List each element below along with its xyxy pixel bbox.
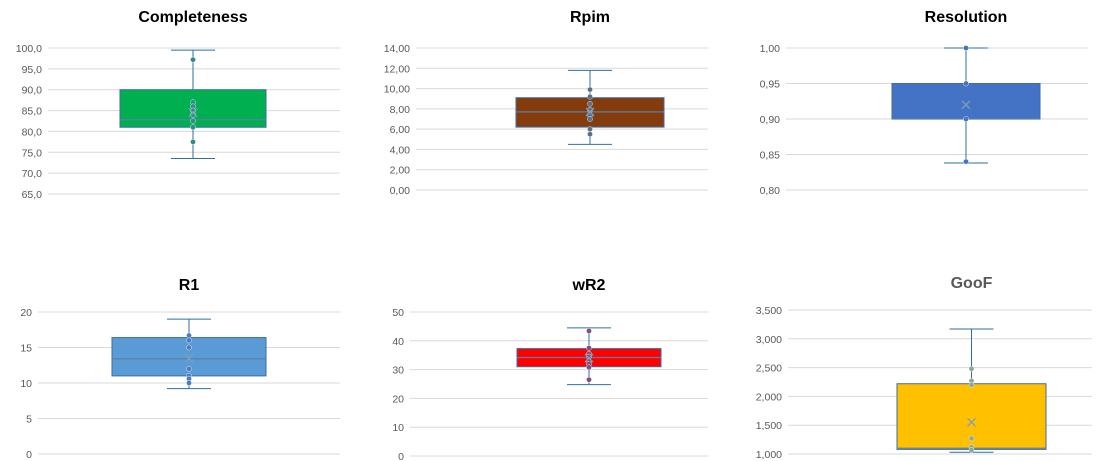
y-tick-label: 1,000 — [756, 449, 782, 461]
box-plot-panel-1: Completeness 100,0 95,0 90,0 85,0 80,0 75,0 70,… — [0, 0, 360, 201]
mean-marker — [584, 353, 594, 363]
box-plot-panel-4: R1 20 15 10 5 0 — [0, 270, 360, 461]
mean-marker — [961, 100, 971, 110]
chart-title: Resolution — [925, 9, 1008, 26]
data-point — [586, 328, 592, 334]
y-tick-label: 40 — [392, 336, 404, 348]
data-point — [587, 126, 593, 132]
y-tick-label: 65,0 — [22, 189, 43, 201]
data-point — [963, 80, 969, 87]
y-tick-label: 14,00 — [384, 43, 410, 55]
y-tick-label: 0,00 — [390, 185, 411, 197]
data-point — [963, 116, 969, 122]
y-tick-label: 0 — [398, 451, 404, 461]
data-point — [190, 118, 196, 124]
y-tick-label: 75,0 — [22, 147, 43, 159]
y-tick-label: 70,0 — [22, 168, 43, 180]
data-point — [190, 139, 196, 145]
data-point — [587, 86, 593, 93]
y-tick-label: 100,0 — [16, 43, 42, 55]
y-tick-label: 1,00 — [760, 43, 781, 55]
chart-title: Completeness — [138, 9, 247, 26]
y-tick-label: 2,500 — [756, 363, 782, 375]
y-tick-label: 1,500 — [756, 420, 782, 432]
data-point — [963, 158, 969, 165]
y-tick-label: 50 — [392, 307, 404, 319]
data-point — [587, 100, 593, 107]
chart-title: wR2 — [572, 277, 606, 294]
y-tick-label: 8,00 — [390, 104, 411, 116]
y-tick-label: 0,95 — [760, 79, 781, 91]
data-point — [968, 447, 975, 453]
y-tick-label: 80,0 — [22, 126, 43, 138]
data-point — [186, 332, 192, 339]
chart-title: Rpim — [570, 9, 610, 26]
data-point — [968, 382, 975, 388]
mean-marker — [184, 353, 194, 363]
mean-marker-stroke — [967, 417, 976, 427]
box-plot-svg: Resolution 1,00 0,95 0,90 0,85 0,80 — [760, 9, 1088, 197]
y-tick-label: 2,000 — [756, 391, 782, 403]
y-tick-label: 0,80 — [760, 185, 781, 197]
y-tick-label: 6,00 — [390, 124, 411, 136]
y-tick-label: 30 — [392, 365, 404, 377]
y-tick-label: 0 — [26, 449, 32, 461]
y-tick-label: 3,500 — [756, 305, 782, 317]
data-point — [186, 337, 192, 344]
box-plot-svg: Completeness 100,0 95,0 90,0 85,0 80,0 75,0 70,… — [16, 9, 340, 201]
y-tick-label: 4,00 — [390, 144, 411, 156]
y-tick-label: 3,000 — [756, 334, 782, 346]
box-plot-panel-6: GooF 3,500 3,000 2,500 2,000 1,500 1,000 — [740, 270, 1107, 461]
box-plot-svg: Rpim 14,00 12,00 10,00 8,00 6,00 4,00 2,00 0,00 — [384, 9, 708, 197]
mean-marker — [188, 108, 198, 118]
data-point — [190, 56, 196, 63]
y-tick-label: 10 — [392, 422, 404, 434]
data-point — [186, 344, 192, 351]
chart-title: R1 — [179, 277, 200, 294]
y-tick-label: 90,0 — [22, 85, 43, 97]
y-tick-label: 2,00 — [390, 165, 411, 177]
box-plot-svg: GooF 3,500 3,000 2,500 2,000 1,500 1,000 — [756, 275, 1092, 461]
box-plot-panel-3: Resolution 1,00 0,95 0,90 0,85 0,80 — [740, 0, 1100, 200]
mean-marker — [585, 107, 595, 117]
data-point — [190, 124, 196, 131]
y-tick-label: 0,85 — [760, 150, 781, 162]
y-tick-label: 5 — [26, 414, 32, 426]
box-plot-panel-5: wR2 50 40 30 20 10 0 — [368, 270, 728, 461]
box-plot-panel-2: Rpim 14,00 12,00 10,00 8,00 6,00 4,00 2,00 0,00 — [368, 0, 728, 200]
data-point — [586, 364, 592, 371]
data-point — [963, 45, 969, 51]
box-plot-svg: R1 20 15 10 5 0 — [20, 277, 340, 461]
y-tick-label: 10,00 — [384, 84, 410, 96]
y-tick-label: 95,0 — [22, 64, 43, 76]
data-point — [587, 116, 593, 122]
mean-marker-stroke — [584, 353, 594, 363]
data-point — [968, 435, 975, 442]
mean-marker-stroke — [184, 353, 194, 363]
data-point — [186, 380, 192, 386]
mean-marker-stroke — [188, 108, 198, 118]
y-tick-label: 20 — [20, 307, 32, 319]
y-tick-label: 20 — [392, 393, 404, 405]
mean-marker-stroke — [961, 100, 971, 110]
mean-marker — [967, 417, 976, 427]
iqr-box — [891, 83, 1041, 120]
box-plot-svg: wR2 50 40 30 20 10 0 — [392, 277, 708, 461]
chart-title: GooF — [951, 275, 993, 292]
y-tick-label: 10 — [20, 378, 32, 390]
data-point — [186, 366, 192, 372]
y-tick-label: 12,00 — [384, 63, 410, 75]
data-point — [586, 376, 592, 383]
data-point — [586, 345, 592, 351]
data-point — [968, 365, 975, 372]
y-tick-label: 15 — [20, 343, 32, 355]
data-point — [587, 131, 593, 138]
y-tick-label: 85,0 — [22, 106, 43, 118]
mean-marker-stroke — [585, 107, 595, 117]
data-point — [587, 93, 593, 100]
y-tick-label: 0,90 — [760, 114, 781, 126]
